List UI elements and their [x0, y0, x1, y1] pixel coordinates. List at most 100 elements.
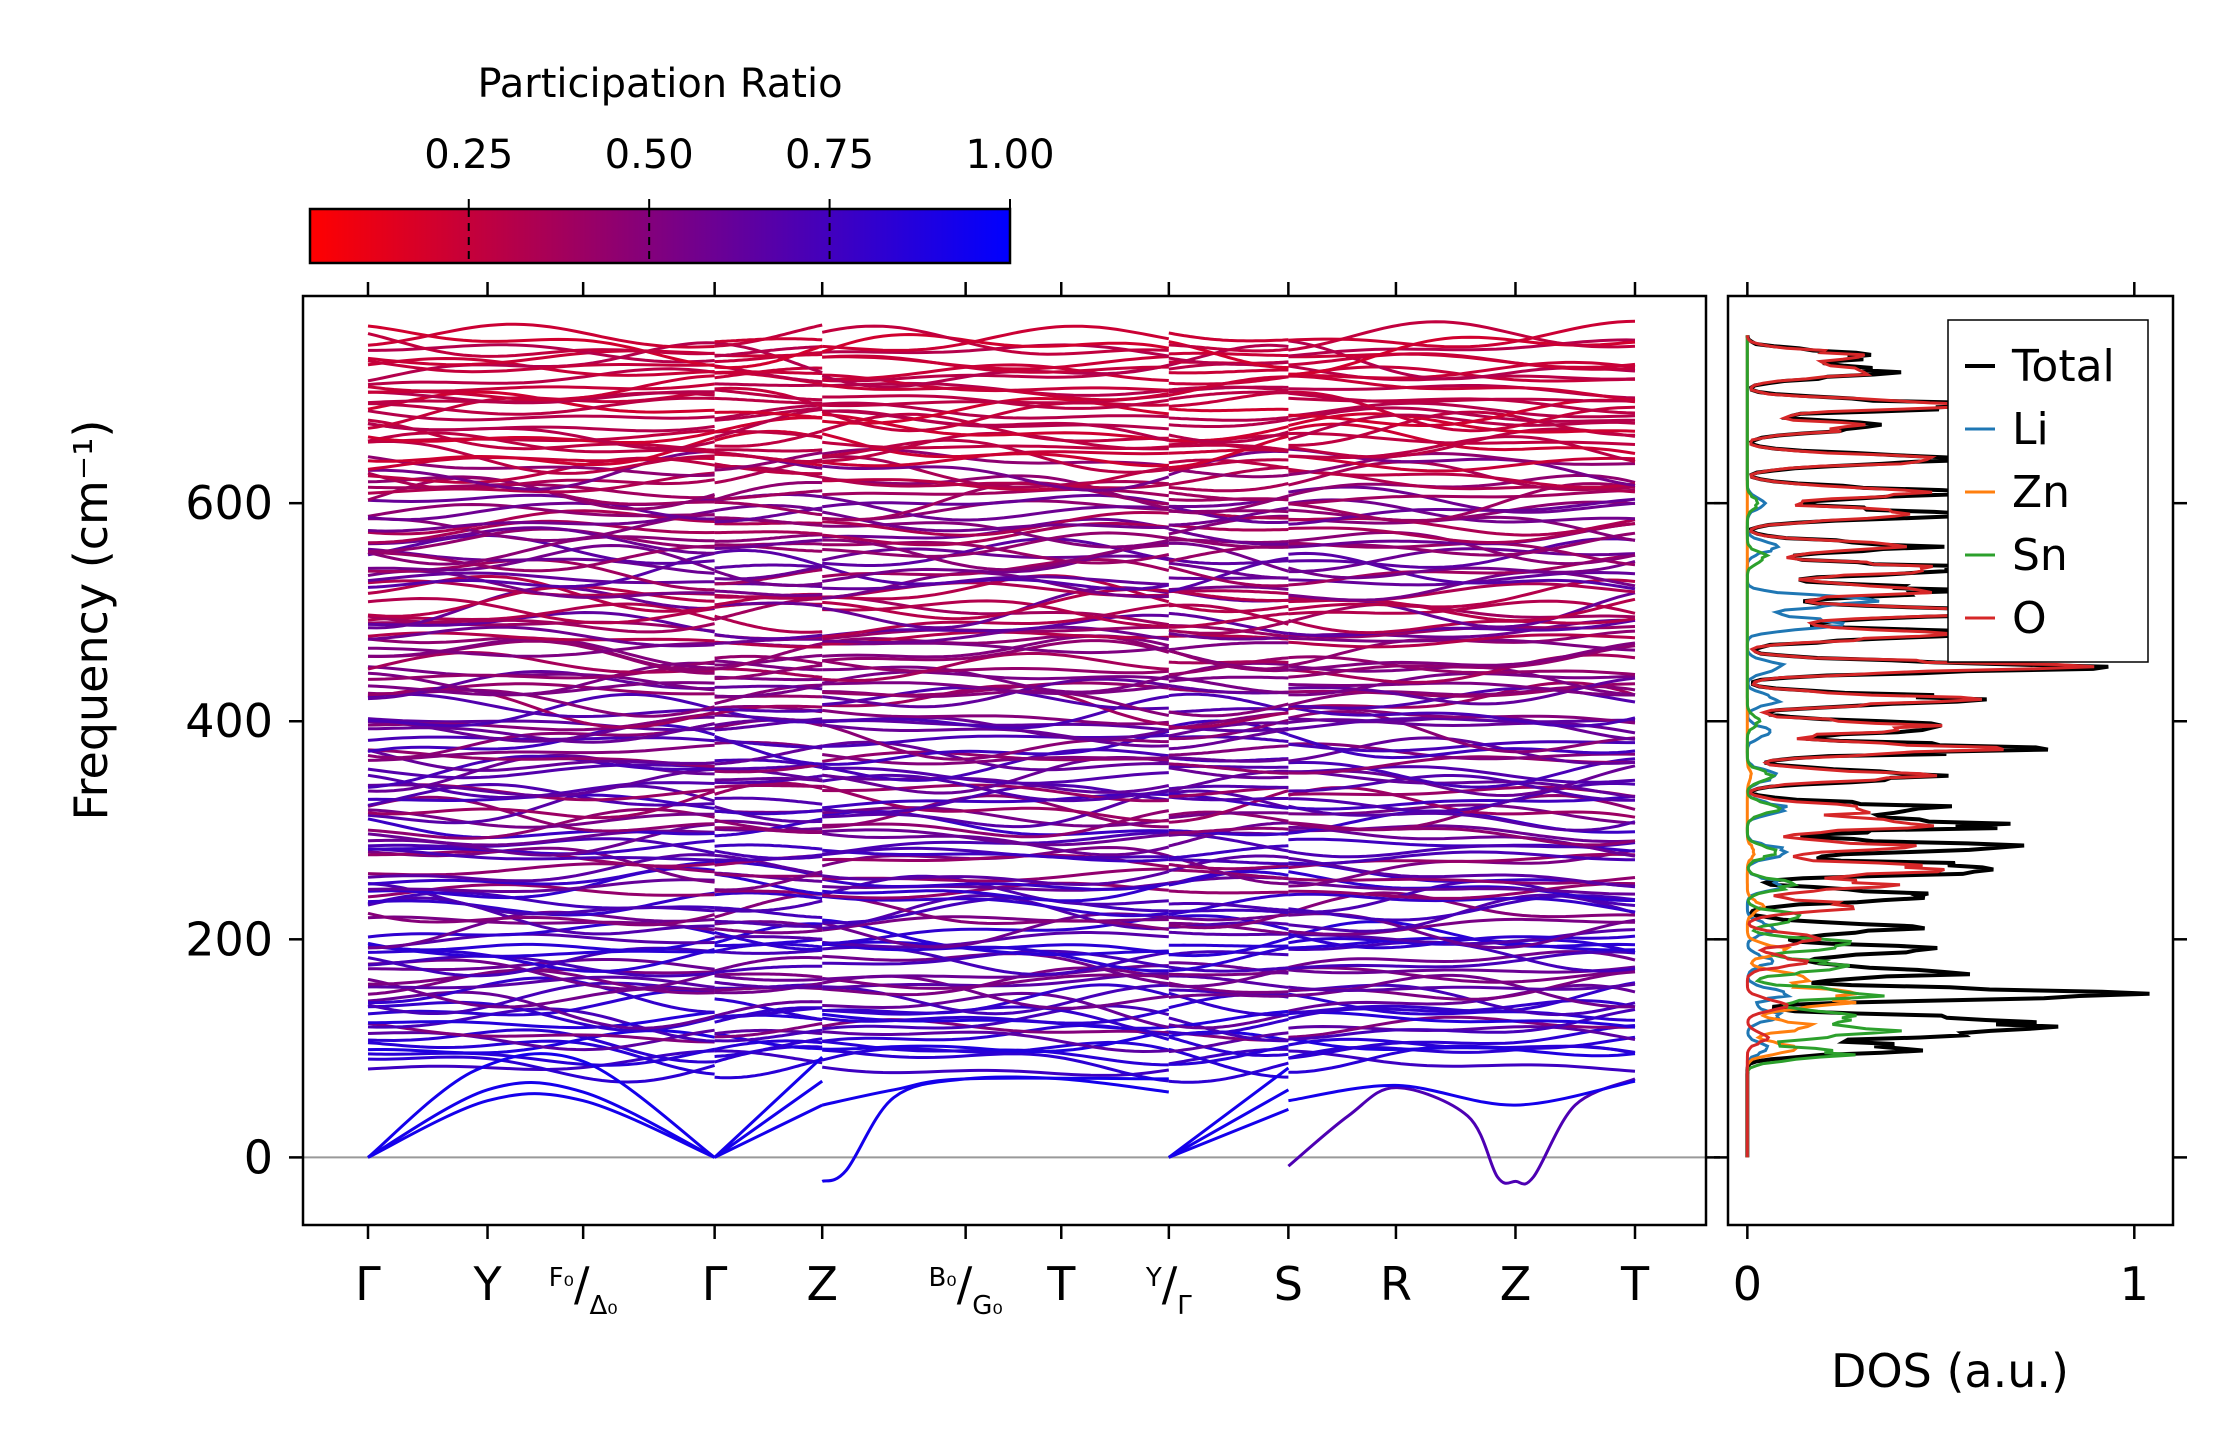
- band-line: [1288, 856, 1636, 888]
- band-line: [821, 401, 1169, 433]
- band-line: [367, 1021, 715, 1044]
- acoustic-branch: [713, 1056, 824, 1159]
- acoustic-branch: [1167, 1066, 1290, 1159]
- band-line: [1288, 352, 1636, 369]
- band-line: [714, 738, 823, 749]
- band-line: [1168, 930, 1289, 937]
- band-y-axis: 0 200 400 600: [185, 476, 1720, 1184]
- band-line: [1168, 789, 1289, 824]
- band-line: [714, 667, 823, 679]
- band-line: [1168, 967, 1289, 988]
- band-line: [1168, 660, 1289, 665]
- band-line: [1288, 982, 1636, 993]
- band-line: [1288, 850, 1636, 866]
- band-line: [822, 853, 1169, 869]
- band-line: [822, 440, 1169, 450]
- band-line: [367, 493, 715, 521]
- band-line: [1288, 950, 1636, 971]
- acoustic-branch: [1168, 1088, 1290, 1159]
- band-line: [1288, 676, 1636, 706]
- band-line: [1168, 1035, 1289, 1057]
- band-line: [367, 692, 715, 718]
- band-line: [1288, 488, 1636, 506]
- band-line: [367, 789, 716, 820]
- band-line: [822, 474, 1170, 510]
- dos-axes-frame: [1726, 294, 2175, 1227]
- band-line: [822, 409, 1169, 431]
- band-line: [1288, 467, 1636, 489]
- band-line: [714, 489, 823, 501]
- band-line: [822, 915, 1169, 932]
- band-line: [714, 386, 823, 408]
- band-line: [1288, 360, 1636, 380]
- band-line: [367, 795, 715, 833]
- band-line: [1168, 541, 1289, 573]
- band-axes-frame: [301, 294, 1708, 1227]
- band-line: [367, 717, 715, 732]
- y-tick-label: 400: [185, 694, 273, 748]
- band-line: [714, 906, 823, 920]
- band-line: [1168, 961, 1289, 975]
- legend-label: Sn: [2012, 530, 2068, 581]
- band-line: [714, 396, 823, 405]
- band-line: [1168, 467, 1289, 479]
- band-line: [1288, 1036, 1636, 1058]
- band-line: [1168, 375, 1289, 386]
- acoustic-branch: [367, 1081, 716, 1159]
- band-line: [367, 932, 715, 950]
- band-x-axis: Γ Y F₀/Δ₀ Γ Z B₀/G₀ T Y/Γ S R Z T: [355, 282, 1650, 1321]
- band-line: [367, 988, 715, 1017]
- band-line: [822, 464, 1170, 492]
- band-line: [1288, 981, 1636, 1015]
- band-line: [1288, 578, 1636, 612]
- band-line: [822, 324, 1170, 352]
- colorbar-title: Participation Ratio: [477, 61, 842, 107]
- band-line: [1168, 764, 1289, 769]
- band-line: [367, 359, 715, 374]
- band-line: [714, 870, 823, 892]
- band-line: [1288, 482, 1636, 523]
- legend-label: Li: [2012, 404, 2049, 455]
- band-line: [714, 653, 823, 667]
- band-line: [822, 1030, 1170, 1054]
- band-line: [714, 826, 823, 834]
- band-line: [821, 547, 1169, 562]
- band-line: [1288, 582, 1636, 603]
- band-line: [1288, 965, 1636, 975]
- band-line: [367, 455, 715, 477]
- band-line: [714, 796, 823, 806]
- band-line: [1288, 717, 1635, 731]
- band-line: [367, 471, 715, 495]
- band-line: [1288, 983, 1636, 1017]
- band-line: [1288, 794, 1636, 811]
- band-line: [367, 439, 715, 475]
- band-line: [714, 1057, 823, 1080]
- band-line: [367, 585, 715, 618]
- acoustic-branch: [713, 1103, 823, 1159]
- band-line: [367, 436, 716, 467]
- band-line: [367, 977, 715, 1009]
- band-line: [822, 538, 1169, 572]
- band-line: [1168, 351, 1289, 357]
- legend-label: Total: [2011, 341, 2115, 392]
- band-line: [1288, 599, 1636, 616]
- band-line: [822, 831, 1169, 856]
- band-line: [822, 719, 1169, 732]
- band-line: [367, 754, 715, 789]
- acoustic-branch: [1287, 1077, 1636, 1186]
- band-line: [714, 500, 823, 517]
- band-line: [821, 510, 1169, 533]
- band-line: [714, 762, 823, 774]
- k-label: Γ: [702, 1257, 728, 1311]
- colorbar-tick-label: 0.75: [785, 132, 874, 178]
- band-line: [1168, 505, 1289, 524]
- band-line: [1168, 711, 1289, 729]
- band-line: [1168, 589, 1289, 603]
- band-line: [714, 707, 823, 724]
- band-line: [822, 788, 1170, 829]
- band-line: [714, 533, 823, 543]
- band-line: [367, 847, 715, 862]
- band-line: [714, 808, 823, 816]
- band-line: [1168, 911, 1289, 930]
